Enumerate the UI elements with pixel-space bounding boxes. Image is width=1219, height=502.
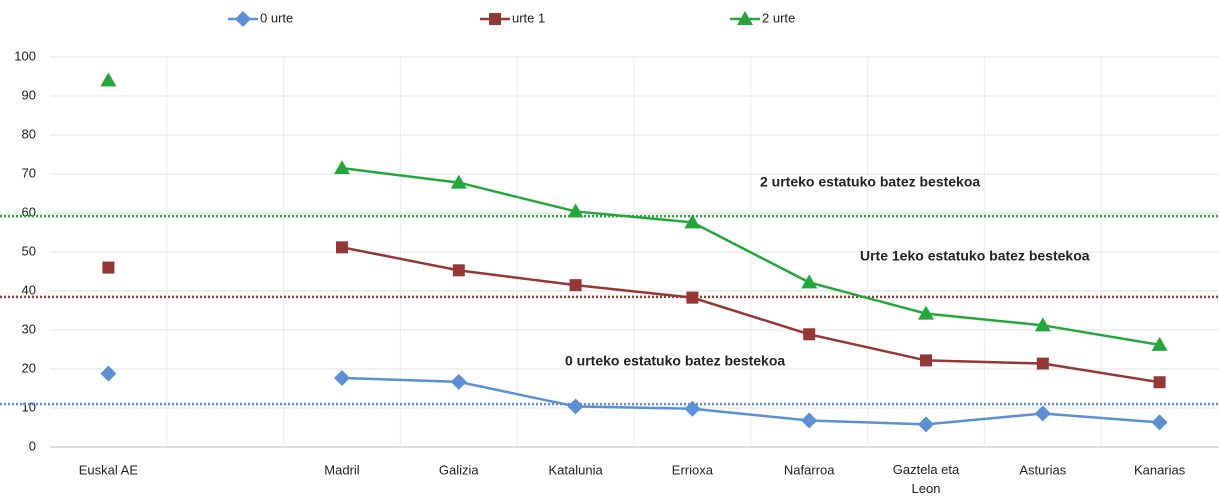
reference-label: Urte 1eko estatuko batez bestekoa [860, 248, 1090, 264]
y-tick-label: 70 [22, 165, 36, 180]
marker [737, 11, 753, 25]
marker [684, 400, 701, 417]
y-tick-label: 40 [22, 282, 36, 297]
series-line [341, 166, 1160, 347]
marker [102, 261, 115, 274]
x-tick-label: Euskal AE [79, 462, 139, 477]
marker [803, 328, 816, 341]
legend-label: 2 urte [762, 10, 795, 25]
marker [100, 365, 117, 382]
x-tick-label: Galizia [439, 462, 480, 477]
marker [489, 13, 501, 25]
y-tick-label: 50 [22, 243, 36, 258]
marker [1153, 376, 1166, 389]
legend-label: 0 urte [260, 10, 293, 25]
x-tick-label: Gaztela eta Leon [893, 462, 960, 496]
y-tick-label: 0 [29, 438, 36, 453]
y-tick-label: 10 [22, 399, 36, 414]
series-line [341, 376, 1160, 426]
x-tick-label-line: Leon [912, 481, 941, 496]
series-line [341, 246, 1160, 384]
marker [334, 369, 350, 386]
y-tick-label: 20 [22, 360, 36, 375]
marker [100, 72, 117, 87]
marker [450, 174, 467, 189]
marker [450, 373, 467, 390]
marker [684, 214, 701, 229]
y-tick-label: 80 [22, 126, 36, 141]
y-tick-label: 100 [14, 48, 36, 63]
marker [235, 11, 251, 27]
marker [918, 416, 934, 433]
marker [1034, 317, 1051, 332]
marker [920, 354, 932, 367]
marker [918, 305, 934, 320]
x-tick-label: Asturias [1019, 462, 1066, 477]
x-tick-label: Kanarias [1134, 462, 1186, 477]
marker [569, 279, 582, 292]
reference-label: 0 urteko estatuko batez bestekoa [565, 353, 785, 369]
marker [1034, 405, 1051, 422]
marker [801, 412, 818, 429]
marker [567, 203, 584, 218]
marker [1151, 336, 1168, 351]
x-tick-label: Madril [324, 462, 360, 477]
y-tick-label: 30 [22, 321, 36, 336]
x-tick-label-line: Gaztela eta [893, 462, 960, 477]
x-tick-label: Nafarroa [784, 462, 835, 477]
marker [334, 160, 350, 175]
y-tick-label: 90 [22, 87, 36, 102]
legend-label: urte 1 [512, 10, 545, 25]
marker [567, 398, 584, 415]
marker [686, 291, 699, 304]
marker [336, 241, 348, 254]
marker [1036, 357, 1049, 370]
marker [1151, 414, 1168, 431]
marker [801, 274, 818, 289]
marker [452, 264, 465, 277]
x-tick-label: Errioxa [672, 462, 714, 477]
x-tick-label: Katalunia [548, 462, 603, 477]
reference-label: 2 urteko estatuko batez bestekoa [760, 174, 980, 190]
